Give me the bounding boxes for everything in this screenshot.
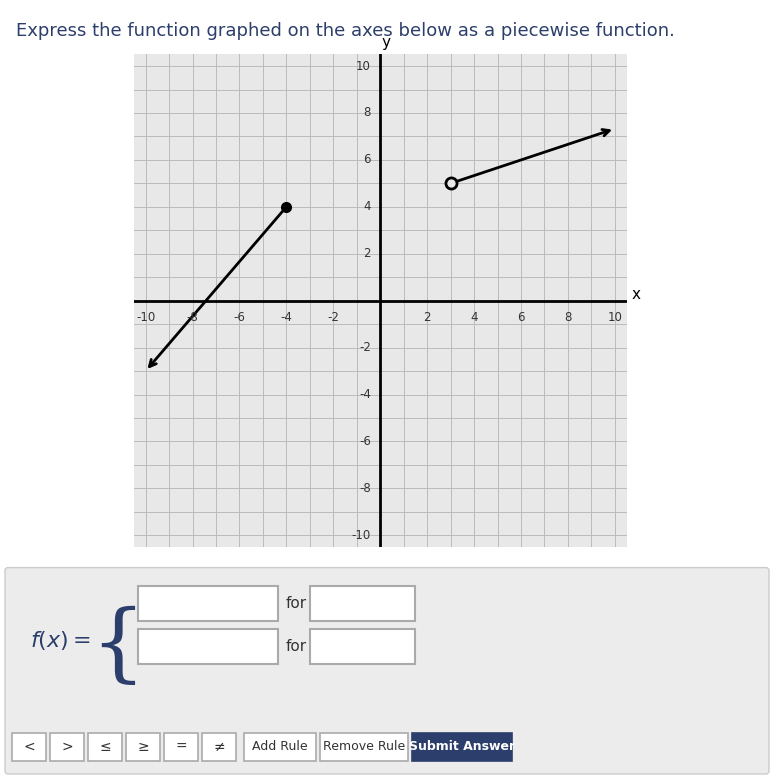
FancyBboxPatch shape: [310, 629, 415, 663]
Text: 4: 4: [470, 311, 478, 324]
Text: -10: -10: [352, 529, 371, 542]
Text: 8: 8: [363, 106, 371, 120]
Text: -8: -8: [359, 482, 371, 495]
FancyBboxPatch shape: [138, 586, 278, 621]
Text: =: =: [175, 740, 187, 754]
Text: ≥: ≥: [137, 740, 149, 754]
FancyBboxPatch shape: [244, 733, 316, 761]
Text: 6: 6: [518, 311, 525, 324]
Text: Express the function graphed on the axes below as a piecewise function.: Express the function graphed on the axes…: [16, 22, 674, 40]
FancyBboxPatch shape: [5, 567, 769, 774]
Text: -4: -4: [359, 388, 371, 401]
Text: 2: 2: [363, 248, 371, 260]
FancyBboxPatch shape: [412, 733, 512, 761]
Text: <: <: [23, 740, 35, 754]
Text: -8: -8: [187, 311, 199, 324]
FancyBboxPatch shape: [50, 733, 84, 761]
Text: Remove Rule: Remove Rule: [323, 740, 405, 753]
Text: -10: -10: [136, 311, 155, 324]
Text: -2: -2: [327, 311, 339, 324]
FancyBboxPatch shape: [126, 733, 160, 761]
Text: Submit Answer: Submit Answer: [409, 740, 515, 753]
Text: {: {: [91, 606, 145, 689]
FancyBboxPatch shape: [310, 586, 415, 621]
FancyBboxPatch shape: [138, 629, 278, 663]
Text: Add Rule: Add Rule: [252, 740, 308, 753]
Text: 10: 10: [356, 60, 371, 72]
Text: -2: -2: [359, 341, 371, 354]
Text: 4: 4: [363, 200, 371, 213]
Text: x: x: [632, 287, 640, 303]
Text: 8: 8: [564, 311, 572, 324]
FancyBboxPatch shape: [88, 733, 122, 761]
Text: y: y: [382, 35, 390, 50]
Text: 6: 6: [363, 154, 371, 166]
Text: -6: -6: [234, 311, 245, 324]
Text: for: for: [286, 639, 307, 653]
Text: 10: 10: [608, 311, 622, 324]
FancyBboxPatch shape: [320, 733, 408, 761]
Text: >: >: [61, 740, 73, 754]
Text: -6: -6: [359, 435, 371, 448]
FancyBboxPatch shape: [12, 733, 46, 761]
Text: for: for: [286, 596, 307, 611]
Text: ≤: ≤: [99, 740, 111, 754]
FancyBboxPatch shape: [202, 733, 236, 761]
Text: 2: 2: [424, 311, 431, 324]
Text: ≠: ≠: [213, 740, 225, 754]
Text: $f\left(x\right) =$: $f\left(x\right) =$: [30, 629, 91, 653]
FancyBboxPatch shape: [164, 733, 198, 761]
Text: -4: -4: [280, 311, 293, 324]
